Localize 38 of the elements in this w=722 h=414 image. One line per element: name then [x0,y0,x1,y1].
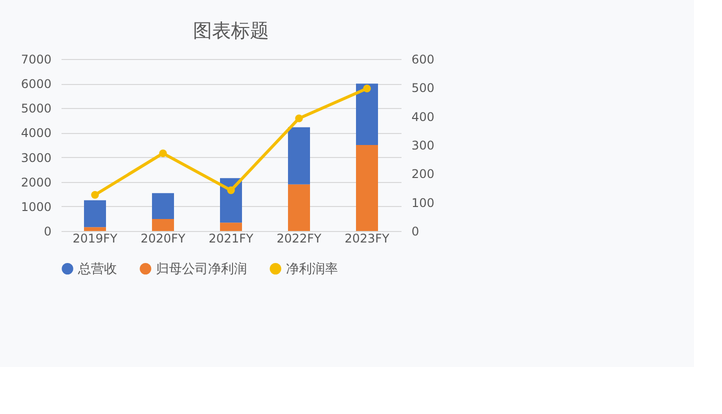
y2-tick-label: 300 [412,138,434,152]
y-tick-label: 0 [44,224,52,238]
y-tick-label: 6000 [20,77,52,92]
y-tick-label: 5000 [20,102,52,116]
bar [84,200,106,228]
point [159,149,167,158]
bar [288,127,310,184]
point [295,114,303,122]
y2-tick-label: 400 [412,110,434,124]
y2-tick-label: 500 [412,81,434,96]
point [227,186,235,194]
y-tick-label: 4000 [20,126,52,140]
legend-label: 总营收 [77,262,117,277]
bar [152,218,174,231]
y2-tick-label: 600 [412,52,434,66]
y2-tick-label: 0 [412,224,420,238]
y2-tick-label: 100 [412,196,434,210]
chart-title: 图表标题 [193,20,269,42]
x-tick-label: 2019FY [72,232,118,246]
y2-tick-label: 200 [412,167,434,182]
bar [288,184,310,231]
x-tick-label: 2021FY [208,232,254,246]
legend-label: 净利润率 [286,260,338,277]
bar [84,227,106,231]
x-tick-label: 2023FY [344,232,390,246]
y-tick-label: 3000 [20,150,52,165]
bar [356,145,378,231]
bar [152,193,174,219]
point [363,84,371,92]
x-tick-label: 2020FY [140,232,186,246]
x-tick-label: 2022FY [276,232,322,246]
bar [220,222,242,231]
legend-label: 归母公司净利润 [156,262,247,277]
point [91,191,99,199]
y-tick-label: 1000 [20,200,52,214]
y-tick-label: 2000 [20,175,52,190]
y-tick-label: 7000 [20,52,52,66]
bar [356,84,378,145]
